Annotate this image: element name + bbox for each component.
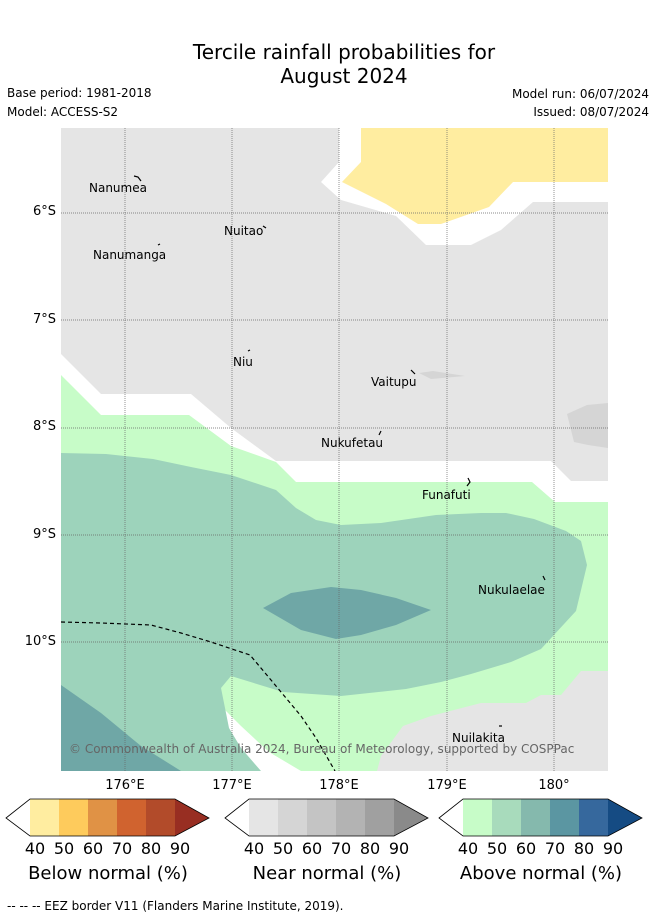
map-title: Tercile rainfall probabilities for Augus… — [0, 40, 655, 88]
place-label: Niu — [233, 355, 253, 369]
legend-title-below: Below normal (%) — [28, 863, 188, 884]
legend-title-above: Above normal (%) — [459, 863, 623, 884]
eez-border — [61, 621, 336, 771]
cb-below-seg-0 — [6, 799, 30, 836]
below-normal-40-region — [342, 128, 608, 224]
island-marks — [133, 175, 546, 727]
map-panel — [61, 128, 608, 771]
place-label: Vaitupu — [371, 375, 417, 389]
cb-above-seg-4 — [550, 799, 579, 836]
cb-tick: 80 — [573, 839, 595, 858]
model-name: Model: ACCESS-S2 — [7, 105, 119, 119]
cb-above-seg-6 — [608, 799, 642, 836]
cb-tick: 60 — [82, 839, 104, 858]
place-label: Nuilakita — [452, 731, 505, 745]
cb-above-seg-3 — [521, 799, 550, 836]
lon-label-179e: 179°E — [427, 778, 467, 793]
lat-label-7s: 7°S — [32, 312, 56, 327]
cb-tick: 60 — [515, 839, 537, 858]
above-normal-60-core — [263, 587, 431, 639]
cb-near-seg-2 — [278, 799, 307, 836]
cb-tick: 80 — [140, 839, 162, 858]
legend-title-near: Near normal (%) — [252, 863, 402, 884]
cb-tick: 90 — [169, 839, 191, 858]
lat-label-8s: 8°S — [32, 419, 56, 434]
cb-near-seg-4 — [336, 799, 365, 836]
place-label: Nukulaelae — [478, 583, 545, 597]
base-period: Base period: 1981-2018 — [7, 86, 152, 100]
cb-near-seg-5 — [365, 799, 394, 836]
cb-tick: 40 — [24, 839, 46, 858]
cb-near-seg-3 — [307, 799, 336, 836]
lat-label-9s: 9°S — [32, 527, 56, 542]
cb-below-seg-3 — [88, 799, 117, 836]
title-line-1: Tercile rainfall probabilities for — [192, 40, 496, 64]
lon-label-178e: 178°E — [319, 778, 359, 793]
cb-near-seg-6 — [394, 799, 428, 836]
model-run: Model run: 06/07/2024 — [511, 87, 649, 101]
cb-above-seg-2 — [492, 799, 521, 836]
cb-below-seg-5 — [146, 799, 175, 836]
cb-tick: 40 — [243, 839, 265, 858]
cb-near-seg-1 — [249, 799, 278, 836]
lat-label-6s: 6°S — [32, 204, 56, 219]
cb-tick: 90 — [388, 839, 410, 858]
place-label: Nuitao — [224, 224, 264, 238]
cb-tick: 60 — [301, 839, 323, 858]
cb-near-seg-0 — [225, 799, 249, 836]
colorbar-near-normal — [224, 798, 429, 837]
place-label: Nanumanga — [93, 248, 167, 262]
near-normal-50-patch — [419, 371, 465, 379]
title-line-2: August 2024 — [280, 64, 408, 88]
cb-tick: 70 — [544, 839, 566, 858]
lon-label-176e: 176°E — [105, 778, 145, 793]
cb-below-seg-4 — [117, 799, 146, 836]
place-label: Nanumea — [89, 181, 147, 195]
cb-tick: 70 — [330, 839, 352, 858]
cb-above-seg-1 — [463, 799, 492, 836]
place-label: Nukufetau — [321, 436, 384, 450]
cb-below-seg-6 — [175, 799, 209, 836]
issued-date: Issued: 08/07/2024 — [533, 105, 649, 119]
lat-label-10s: 10°S — [24, 634, 56, 649]
cb-tick: 70 — [111, 839, 133, 858]
cb-above-seg-5 — [579, 799, 608, 836]
place-label: Funafuti — [422, 488, 471, 502]
copyright-notice: © Commonwealth of Australia 2024, Bureau… — [69, 742, 575, 756]
cb-tick: 40 — [457, 839, 479, 858]
colorbar-below-normal — [5, 798, 210, 837]
cb-tick: 90 — [602, 839, 624, 858]
cb-below-seg-1 — [30, 799, 59, 836]
cb-tick: 80 — [359, 839, 381, 858]
cb-tick: 50 — [53, 839, 75, 858]
cb-tick: 50 — [272, 839, 294, 858]
cb-above-seg-0 — [439, 799, 463, 836]
lon-label-177e: 177°E — [212, 778, 252, 793]
cb-below-seg-2 — [59, 799, 88, 836]
above-normal-60-region — [61, 685, 181, 771]
colorbar-above-normal — [438, 798, 643, 837]
lon-label-180: 180° — [538, 778, 570, 793]
cb-tick: 50 — [486, 839, 508, 858]
near-normal-50-patch-east — [567, 403, 608, 448]
eez-legend-note: -- -- -- EEZ border V11 (Flanders Marine… — [7, 899, 344, 913]
